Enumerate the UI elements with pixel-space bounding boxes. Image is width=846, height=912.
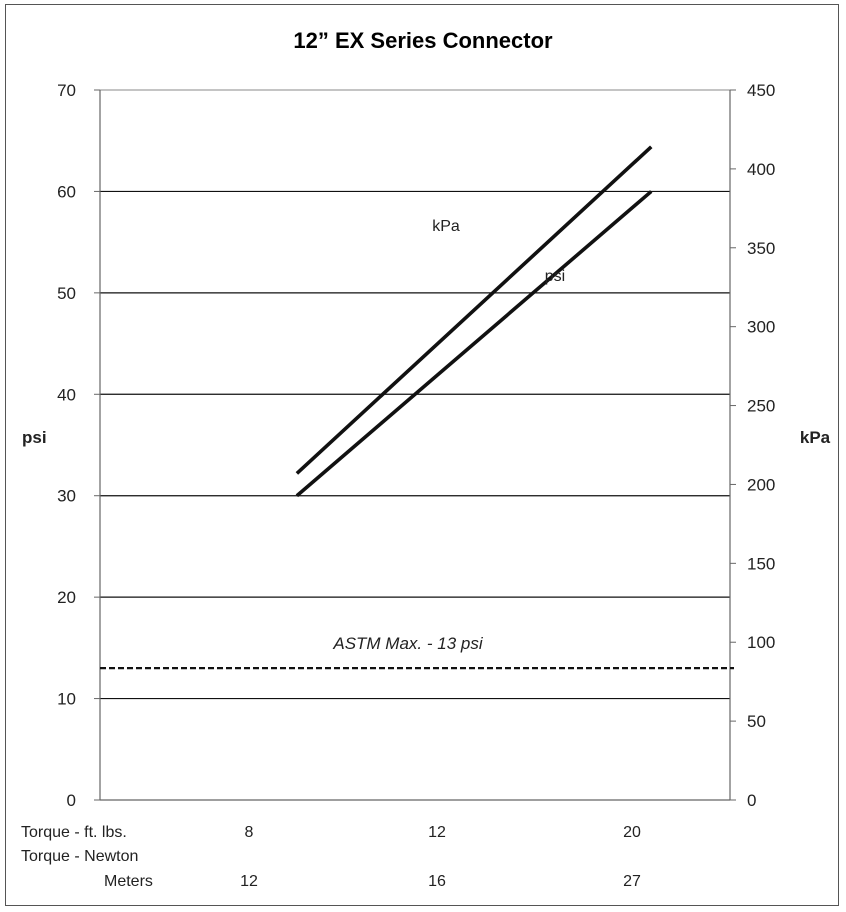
left-tick-label-70: 70 — [57, 81, 76, 100]
right-tick-label-200: 200 — [747, 475, 775, 494]
left-tick-label-20: 20 — [57, 588, 76, 607]
right-axis-label: kPa — [800, 428, 831, 447]
x-tick-ftlbs-12: 12 — [428, 824, 446, 841]
right-tick-label-300: 300 — [747, 318, 775, 337]
series-label-psi: psi — [545, 268, 565, 285]
axes — [99, 90, 731, 801]
right-tick-label-100: 100 — [747, 633, 775, 652]
left-tick-label-40: 40 — [57, 385, 76, 404]
x-tick-nm-27: 27 — [623, 873, 641, 890]
right-tick-label-450: 450 — [747, 81, 775, 100]
series-line-kpa — [295, 145, 653, 475]
left-tick-label-0: 0 — [67, 791, 76, 810]
chart-title: 12” EX Series Connector — [293, 28, 553, 53]
left-tick-label-10: 10 — [57, 690, 76, 709]
x-tick-ftlbs-20: 20 — [623, 824, 641, 841]
left-axis-ticks: 0 10 20 30 40 50 60 70 — [57, 81, 100, 810]
right-tick-label-400: 400 — [747, 160, 775, 179]
left-tick-label-50: 50 — [57, 284, 76, 303]
torque-nm-row-label-line1: Torque - Newton — [21, 848, 138, 865]
right-axis-ticks: 0 50 100 150 200 250 300 350 400 450 — [730, 81, 775, 810]
torque-nm-row-label-line2: Meters — [104, 873, 153, 890]
right-tick-label-250: 250 — [747, 397, 775, 416]
left-axis-label: psi — [22, 428, 47, 447]
x-tick-nm-16: 16 — [428, 873, 446, 890]
x-tick-nm-12: 12 — [240, 873, 258, 890]
left-tick-label-60: 60 — [57, 182, 76, 201]
series-lines: kPa psi — [295, 145, 653, 498]
gridlines — [100, 89, 730, 700]
chart-frame — [5, 4, 839, 906]
torque-ftlbs-row-label: Torque - ft. lbs. — [21, 824, 127, 841]
right-tick-label-50: 50 — [747, 712, 766, 731]
right-tick-label-350: 350 — [747, 239, 775, 258]
left-tick-label-30: 30 — [57, 487, 76, 506]
series-line-psi — [295, 190, 653, 498]
right-tick-label-0: 0 — [747, 791, 756, 810]
x-axis-labels: Torque - ft. lbs. 8 12 20 Torque - Newton Met… — [21, 824, 641, 890]
x-tick-ftlbs-8: 8 — [245, 824, 254, 841]
right-tick-label-150: 150 — [747, 554, 775, 573]
astm-reference-line: ASTM Max. - 13 psi — [100, 634, 734, 670]
reference-line-label: ASTM Max. - 13 psi — [332, 634, 483, 653]
series-label-kpa: kPa — [432, 218, 460, 235]
